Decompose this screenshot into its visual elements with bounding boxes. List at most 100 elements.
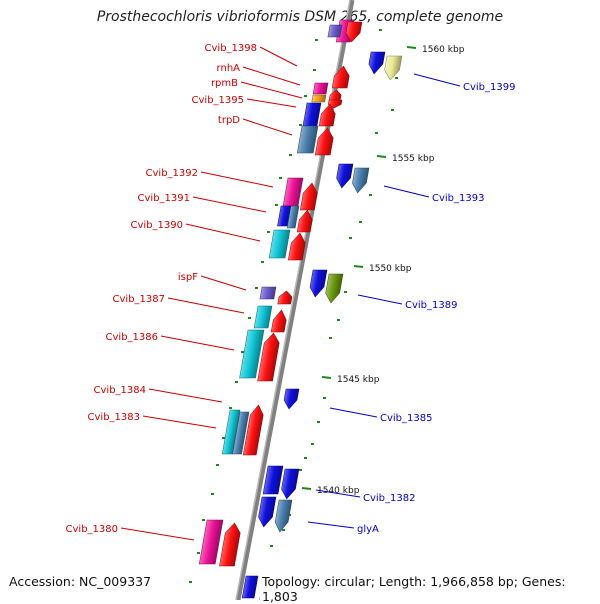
gene-arrow [239,329,265,379]
inner-dot [313,69,316,71]
outer-dot [304,457,307,459]
gene-arrow [311,94,327,103]
scale-tick [406,46,417,49]
gene-label: glyA [357,524,379,535]
gene-label: Cvib_1398 [205,43,257,54]
gene-label: ispF [178,272,198,283]
gene-arrow [331,65,350,89]
label-leader [383,185,430,198]
label-leader [240,81,303,99]
inner-dot [304,95,307,97]
scale-tick [321,376,332,379]
label-leader [259,46,298,67]
outer-dot [349,237,352,239]
scale-label: 1550 kbp [369,264,412,274]
gene-arrow [327,24,343,38]
inner-dot [197,552,200,554]
label-leader [120,527,195,541]
label-leader [200,275,247,291]
label-leader [242,118,293,136]
gene-arrow [283,388,300,410]
gene-arrow [314,127,334,156]
gene-arrow [327,99,343,109]
gene-arrow [299,182,318,211]
gene-arrow [221,409,241,455]
genome-backbone [235,0,355,600]
gene-arrow [281,468,300,500]
gene-arrow [282,177,304,207]
inner-dot [279,177,282,179]
label-leader [246,98,297,108]
gene-label: Cvib_1387 [113,294,165,305]
gene-label: Cvib_1391 [138,193,190,204]
gene-label: Cvib_1390 [131,220,183,231]
gene-label: Cvib_1386 [106,332,158,343]
gene-arrow [287,232,306,261]
scale-label: 1545 kbp [337,375,380,385]
gene-arrow [368,51,386,75]
label-leader [160,335,235,351]
gene-arrow [384,55,403,81]
gene-label: Cvib_1383 [88,412,140,423]
gene-arrow [219,522,241,567]
label-leader [315,489,361,498]
outer-dot [329,337,332,339]
gene-label: Cvib_1382 [363,493,415,504]
inner-dot [261,261,264,263]
gene-label: rpmB [211,78,238,89]
gene-arrow [253,305,273,329]
scale-tick [301,487,312,490]
map-title: Prosthecochloris vibrioformis DSM 265, c… [96,9,504,25]
gene-label: Cvib_1384 [94,385,146,396]
label-leader [148,388,223,403]
gene-arrow [257,332,280,382]
gene-arrow [312,82,329,95]
inner-dot [315,39,318,41]
inner-dot [255,287,258,289]
gene-arrow [296,125,319,154]
gene-label: Cvib_1392 [146,168,198,179]
inner-dot [241,351,244,353]
gene-arrow [241,575,259,599]
gene-label: rnhA [217,63,241,74]
outer-dot [391,109,394,111]
inner-dot [229,407,232,409]
gene-arrow [286,205,300,229]
gene-arrow [198,519,224,565]
outer-dot [369,194,372,196]
gene-arrow [274,499,293,533]
gene-arrow [277,290,293,305]
gene-arrow [296,209,313,233]
gene-label: Cvib_1385 [380,413,432,424]
outer-dot [359,221,362,223]
inner-dot [222,437,225,439]
label-leader [242,66,301,86]
label-leader [200,171,274,188]
label-leader [329,407,378,418]
scale-label: 1560 kbp [422,45,465,55]
gene-label: Cvib_1399 [463,82,515,93]
gene-arrow [325,273,344,304]
inner-dot [267,231,270,233]
gene-arrow [318,103,336,127]
scale-tick [376,155,387,158]
scale-label: 1555 kbp [392,154,435,164]
scale-tick [353,265,364,268]
gene-label: Cvib_1393 [432,193,484,204]
gene-arrow [309,269,328,298]
label-leader [192,196,267,213]
outer-dot [270,545,273,547]
gene-arrow [328,89,342,102]
inner-dot [202,519,205,521]
outer-dot [337,319,340,321]
inner-dot [248,317,251,319]
outer-dot [299,469,302,471]
outer-dot [375,132,378,134]
label-leader [142,415,217,429]
inner-dot [211,493,214,495]
outer-dot [311,443,314,445]
inner-dot [275,204,278,206]
gene-label: Cvib_1389 [405,300,457,311]
accession-label: Accession: NC_009337 [9,574,152,589]
inner-dot [299,124,302,126]
